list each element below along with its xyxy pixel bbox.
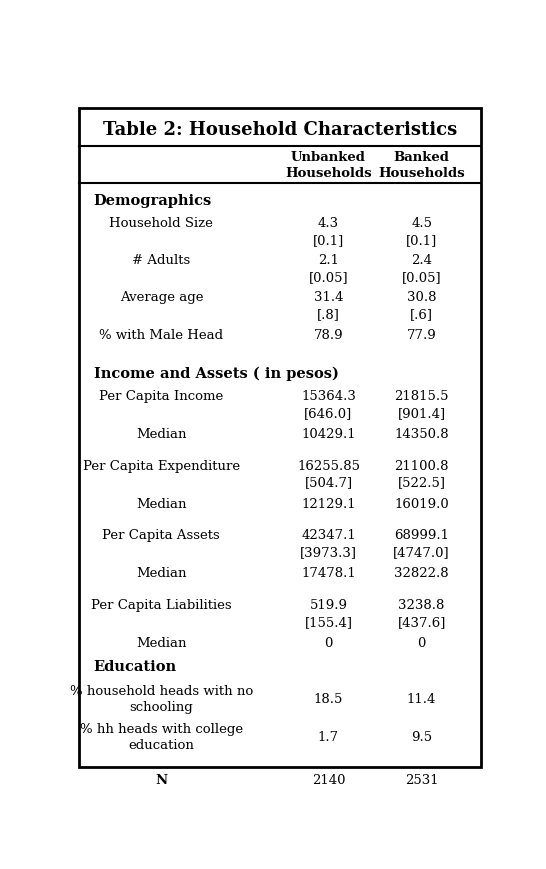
Text: 21815.5: 21815.5 — [394, 390, 449, 403]
Text: 519.9: 519.9 — [310, 599, 347, 612]
Text: [901.4]: [901.4] — [397, 407, 446, 420]
Text: [646.0]: [646.0] — [304, 407, 353, 420]
Text: Average age: Average age — [120, 291, 203, 304]
Text: 2140: 2140 — [312, 774, 345, 787]
Text: N: N — [155, 774, 168, 787]
Text: [3973.3]: [3973.3] — [300, 547, 357, 559]
Text: 78.9: 78.9 — [313, 329, 343, 342]
Text: Household Size: Household Size — [109, 217, 213, 230]
Text: 2.4: 2.4 — [411, 255, 432, 268]
Text: Median: Median — [136, 428, 187, 441]
Text: [.6]: [.6] — [410, 308, 433, 321]
Text: 0: 0 — [417, 637, 426, 650]
Text: Unbanked
Households: Unbanked Households — [285, 151, 372, 181]
Text: 11.4: 11.4 — [407, 693, 436, 706]
Text: 32822.8: 32822.8 — [394, 567, 449, 580]
Text: 15364.3: 15364.3 — [301, 390, 356, 403]
Text: 12129.1: 12129.1 — [301, 498, 356, 511]
Text: 17478.1: 17478.1 — [301, 567, 356, 580]
Text: 1.7: 1.7 — [318, 732, 339, 745]
Text: [0.05]: [0.05] — [402, 271, 441, 284]
Text: Per Capita Income: Per Capita Income — [99, 390, 223, 403]
Text: Education: Education — [94, 660, 177, 674]
Text: 3238.8: 3238.8 — [399, 599, 445, 612]
Text: % with Male Head: % with Male Head — [99, 329, 223, 342]
Text: % household heads with no
schooling: % household heads with no schooling — [70, 685, 253, 713]
Text: 9.5: 9.5 — [411, 732, 432, 745]
Text: Per Capita Liabilities: Per Capita Liabilities — [91, 599, 232, 612]
Text: Per Capita Expenditure: Per Capita Expenditure — [83, 460, 240, 473]
Text: [437.6]: [437.6] — [397, 616, 446, 629]
Text: % hh heads with college
education: % hh heads with college education — [80, 724, 243, 753]
Text: Table 2: Household Characteristics: Table 2: Household Characteristics — [103, 121, 457, 139]
Text: Per Capita Assets: Per Capita Assets — [103, 529, 220, 542]
Text: 4.3: 4.3 — [318, 217, 339, 230]
Text: 4.5: 4.5 — [411, 217, 432, 230]
Text: Demographics: Demographics — [94, 195, 212, 209]
Text: Median: Median — [136, 567, 187, 580]
Text: 16255.85: 16255.85 — [297, 460, 360, 473]
Text: [4747.0]: [4747.0] — [393, 547, 450, 559]
Text: [0.1]: [0.1] — [313, 235, 344, 248]
Text: 2.1: 2.1 — [318, 255, 339, 268]
Text: [155.4]: [155.4] — [305, 616, 353, 629]
Text: [0.1]: [0.1] — [406, 235, 437, 248]
Text: 77.9: 77.9 — [407, 329, 436, 342]
Text: 42347.1: 42347.1 — [301, 529, 356, 542]
Text: 68999.1: 68999.1 — [394, 529, 449, 542]
Text: 2531: 2531 — [405, 774, 438, 787]
FancyBboxPatch shape — [79, 108, 481, 766]
Text: [522.5]: [522.5] — [397, 476, 446, 489]
Text: 18.5: 18.5 — [314, 693, 343, 706]
Text: Median: Median — [136, 637, 187, 650]
Text: # Adults: # Adults — [132, 255, 191, 268]
Text: 30.8: 30.8 — [407, 291, 436, 304]
Text: [504.7]: [504.7] — [305, 476, 353, 489]
Text: 14350.8: 14350.8 — [394, 428, 449, 441]
Text: 31.4: 31.4 — [314, 291, 343, 304]
Text: 21100.8: 21100.8 — [394, 460, 449, 473]
Text: Median: Median — [136, 498, 187, 511]
Text: 0: 0 — [324, 637, 333, 650]
Text: 16019.0: 16019.0 — [394, 498, 449, 511]
Text: Banked
Households: Banked Households — [378, 151, 465, 181]
Text: [.8]: [.8] — [317, 308, 340, 321]
Text: [0.05]: [0.05] — [308, 271, 348, 284]
Text: Income and Assets ( in pesos): Income and Assets ( in pesos) — [94, 367, 339, 381]
Text: 10429.1: 10429.1 — [301, 428, 356, 441]
